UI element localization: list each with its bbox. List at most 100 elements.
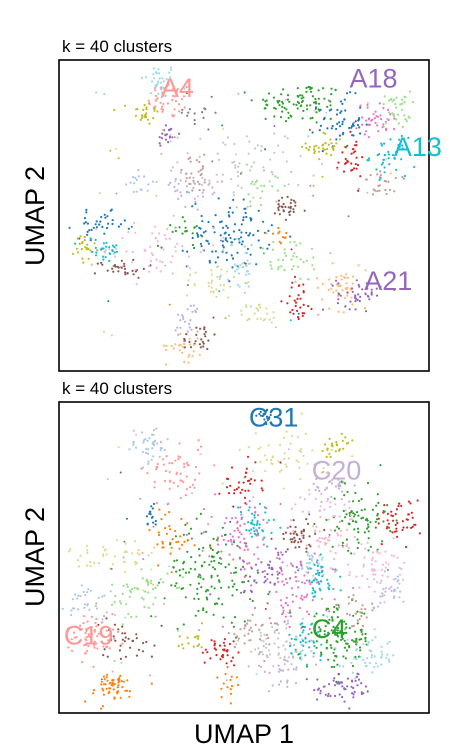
- scatter-point: [178, 635, 181, 638]
- scatter-point: [234, 571, 238, 574]
- scatter-point: [359, 611, 362, 614]
- scatter-point: [201, 549, 204, 552]
- scatter-point: [230, 660, 233, 663]
- scatter-point: [81, 257, 84, 260]
- scatter-point: [326, 497, 329, 501]
- scatter-point: [126, 272, 129, 275]
- scatter-point: [199, 242, 202, 245]
- scatter-point: [162, 128, 165, 131]
- scatter-point: [297, 183, 300, 187]
- scatter-point: [289, 241, 292, 244]
- scatter-point: [290, 652, 293, 655]
- scatter-point: [297, 460, 300, 463]
- scatter-point: [345, 642, 348, 645]
- scatter-point: [109, 149, 112, 152]
- scatter-point: [343, 98, 346, 101]
- scatter-point: [319, 628, 322, 631]
- scatter-point: [231, 211, 234, 214]
- scatter-point: [161, 105, 164, 108]
- scatter-point: [300, 532, 303, 535]
- scatter-point: [190, 537, 193, 540]
- scatter-point: [279, 566, 282, 569]
- scatter-point: [242, 219, 245, 222]
- scatter-point: [162, 80, 165, 83]
- scatter-point: [267, 92, 271, 95]
- scatter-point: [318, 102, 321, 105]
- scatter-point: [400, 108, 404, 111]
- scatter-point: [291, 281, 294, 284]
- scatter-point: [318, 582, 321, 586]
- scatter-point: [237, 266, 240, 269]
- scatter-point: [360, 608, 363, 611]
- scatter-point: [371, 118, 374, 121]
- scatter-point: [380, 650, 383, 653]
- scatter-point: [132, 190, 135, 193]
- panel-bottom-points: [61, 408, 421, 710]
- scatter-point: [174, 459, 177, 462]
- scatter-point: [334, 647, 337, 650]
- scatter-point: [302, 454, 305, 457]
- scatter-point: [369, 521, 372, 524]
- scatter-point: [229, 520, 232, 523]
- scatter-point: [148, 512, 151, 515]
- scatter-point: [361, 116, 364, 119]
- scatter-point: [347, 522, 350, 525]
- scatter-point: [291, 434, 294, 437]
- scatter-point: [81, 661, 84, 664]
- scatter-point: [146, 472, 149, 475]
- scatter-point: [145, 112, 148, 115]
- scatter-point: [232, 198, 235, 201]
- scatter-point: [321, 597, 324, 600]
- scatter-point: [282, 669, 285, 672]
- scatter-point: [351, 439, 354, 442]
- scatter-point: [336, 168, 339, 171]
- scatter-point: [325, 111, 328, 114]
- scatter-point: [111, 679, 114, 682]
- scatter-point: [306, 522, 310, 526]
- scatter-point: [310, 247, 314, 250]
- scatter-point: [259, 446, 262, 449]
- scatter-point: [334, 485, 338, 488]
- cluster-label-c31: C31: [249, 403, 299, 433]
- scatter-point: [297, 312, 300, 315]
- scatter-point: [296, 265, 300, 268]
- scatter-point: [251, 630, 254, 633]
- scatter-point: [302, 639, 305, 643]
- scatter-point: [100, 248, 103, 251]
- scatter-point: [177, 630, 179, 632]
- scatter-point: [366, 102, 369, 104]
- scatter-point: [386, 575, 389, 578]
- scatter-point: [116, 539, 119, 542]
- scatter-point: [106, 269, 109, 272]
- scatter-point: [152, 502, 156, 505]
- scatter-point: [161, 77, 164, 80]
- scatter-point: [217, 550, 220, 554]
- scatter-point: [174, 329, 177, 332]
- scatter-point: [170, 546, 173, 549]
- scatter-point: [102, 555, 105, 558]
- scatter-point: [169, 542, 172, 546]
- scatter-point: [153, 109, 156, 112]
- scatter-point: [101, 621, 104, 624]
- scatter-point: [235, 488, 238, 491]
- scatter-point: [160, 624, 163, 627]
- scatter-point: [118, 677, 121, 680]
- scatter-point: [294, 539, 297, 542]
- scatter-point: [68, 226, 71, 229]
- scatter-point: [124, 271, 127, 274]
- scatter-point: [299, 155, 302, 158]
- scatter-point: [203, 561, 206, 564]
- scatter-point: [160, 86, 163, 89]
- scatter-point: [240, 223, 243, 226]
- scatter-point: [171, 115, 175, 118]
- scatter-point: [337, 298, 340, 301]
- scatter-point: [364, 640, 367, 643]
- scatter-point: [132, 258, 135, 261]
- scatter-point: [112, 252, 115, 255]
- scatter-point: [92, 692, 95, 695]
- scatter-point: [338, 483, 341, 486]
- scatter-point: [329, 550, 332, 553]
- scatter-point: [207, 183, 210, 186]
- scatter-point: [315, 525, 318, 529]
- scatter-point: [356, 610, 359, 613]
